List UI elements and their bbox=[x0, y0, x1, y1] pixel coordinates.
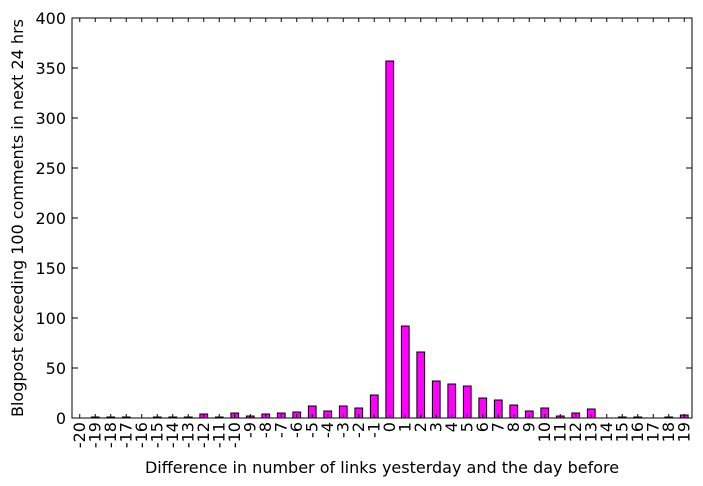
y-tick-label-150: 150 bbox=[35, 259, 66, 278]
x-tick-label--9: -9 bbox=[240, 422, 259, 438]
x-tick-label-8: 8 bbox=[504, 422, 523, 432]
x-tick-label-16: 16 bbox=[628, 422, 647, 442]
x-tick-label--13: -13 bbox=[178, 422, 197, 448]
y-tick-label-0: 0 bbox=[56, 409, 66, 428]
x-tick-label-4: 4 bbox=[442, 422, 461, 432]
x-tick-label-12: 12 bbox=[566, 422, 585, 442]
x-tick-label--14: -14 bbox=[163, 422, 182, 448]
x-tick-label-19: 19 bbox=[674, 422, 693, 442]
tick-labels-group: -20-19-18-17-16-15-14-13-12-11-10-9-8-7-… bbox=[35, 9, 693, 448]
x-tick-label-3: 3 bbox=[426, 422, 445, 432]
y-axis-label: Blogpost exceeding 100 comments in next … bbox=[8, 19, 27, 417]
y-tick-label-250: 250 bbox=[35, 159, 66, 178]
x-tick-label-6: 6 bbox=[473, 422, 492, 432]
x-tick-label--10: -10 bbox=[225, 422, 244, 448]
bar-3 bbox=[431, 380, 441, 419]
y-tick-label-200: 200 bbox=[35, 209, 66, 228]
y-tick-label-350: 350 bbox=[35, 59, 66, 78]
x-tick-label--18: -18 bbox=[101, 422, 120, 448]
x-tick-label--3: -3 bbox=[333, 422, 352, 438]
x-tick-label-1: 1 bbox=[395, 422, 414, 432]
y-tick-label-400: 400 bbox=[35, 9, 66, 28]
y-tick-label-50: 50 bbox=[46, 359, 66, 378]
y-tick-label-100: 100 bbox=[35, 309, 66, 328]
x-tick-label--19: -19 bbox=[85, 422, 104, 448]
x-tick-label--17: -17 bbox=[116, 422, 135, 448]
ticks-group bbox=[72, 17, 692, 419]
x-tick-label--1: -1 bbox=[364, 422, 383, 438]
x-tick-label--8: -8 bbox=[256, 422, 275, 438]
x-tick-label-17: 17 bbox=[643, 422, 662, 442]
bar-4 bbox=[447, 383, 457, 419]
x-tick-label-18: 18 bbox=[659, 422, 678, 442]
x-tick-label-15: 15 bbox=[612, 422, 631, 442]
y-tick-label-300: 300 bbox=[35, 109, 66, 128]
x-tick-label-0: 0 bbox=[380, 422, 399, 432]
bar-5 bbox=[462, 385, 472, 419]
x-tick-label--12: -12 bbox=[194, 422, 213, 448]
x-tick-label--2: -2 bbox=[349, 422, 368, 438]
x-tick-label-2: 2 bbox=[411, 422, 430, 432]
x-tick-label--4: -4 bbox=[318, 422, 337, 438]
bars-group bbox=[90, 60, 689, 419]
x-tick-label--7: -7 bbox=[271, 422, 290, 438]
x-tick-label-9: 9 bbox=[519, 422, 538, 432]
bar-0 bbox=[385, 60, 395, 419]
x-tick-label-14: 14 bbox=[597, 422, 616, 442]
x-axis-label: Difference in number of links yesterday … bbox=[145, 458, 619, 477]
x-tick-label--5: -5 bbox=[302, 422, 321, 438]
x-tick-label-7: 7 bbox=[488, 422, 507, 432]
x-tick-label--16: -16 bbox=[132, 422, 151, 448]
x-tick-label-10: 10 bbox=[535, 422, 554, 442]
bar-2 bbox=[416, 351, 426, 419]
plot-frame bbox=[71, 17, 693, 419]
x-tick-label--6: -6 bbox=[287, 422, 306, 438]
bar-1 bbox=[400, 325, 410, 419]
x-tick-label--20: -20 bbox=[70, 422, 89, 448]
x-tick-label-11: 11 bbox=[550, 422, 569, 442]
x-tick-label-5: 5 bbox=[457, 422, 476, 432]
x-tick-label-13: 13 bbox=[581, 422, 600, 442]
x-tick-label--11: -11 bbox=[209, 422, 228, 448]
x-tick-label--15: -15 bbox=[147, 422, 166, 448]
